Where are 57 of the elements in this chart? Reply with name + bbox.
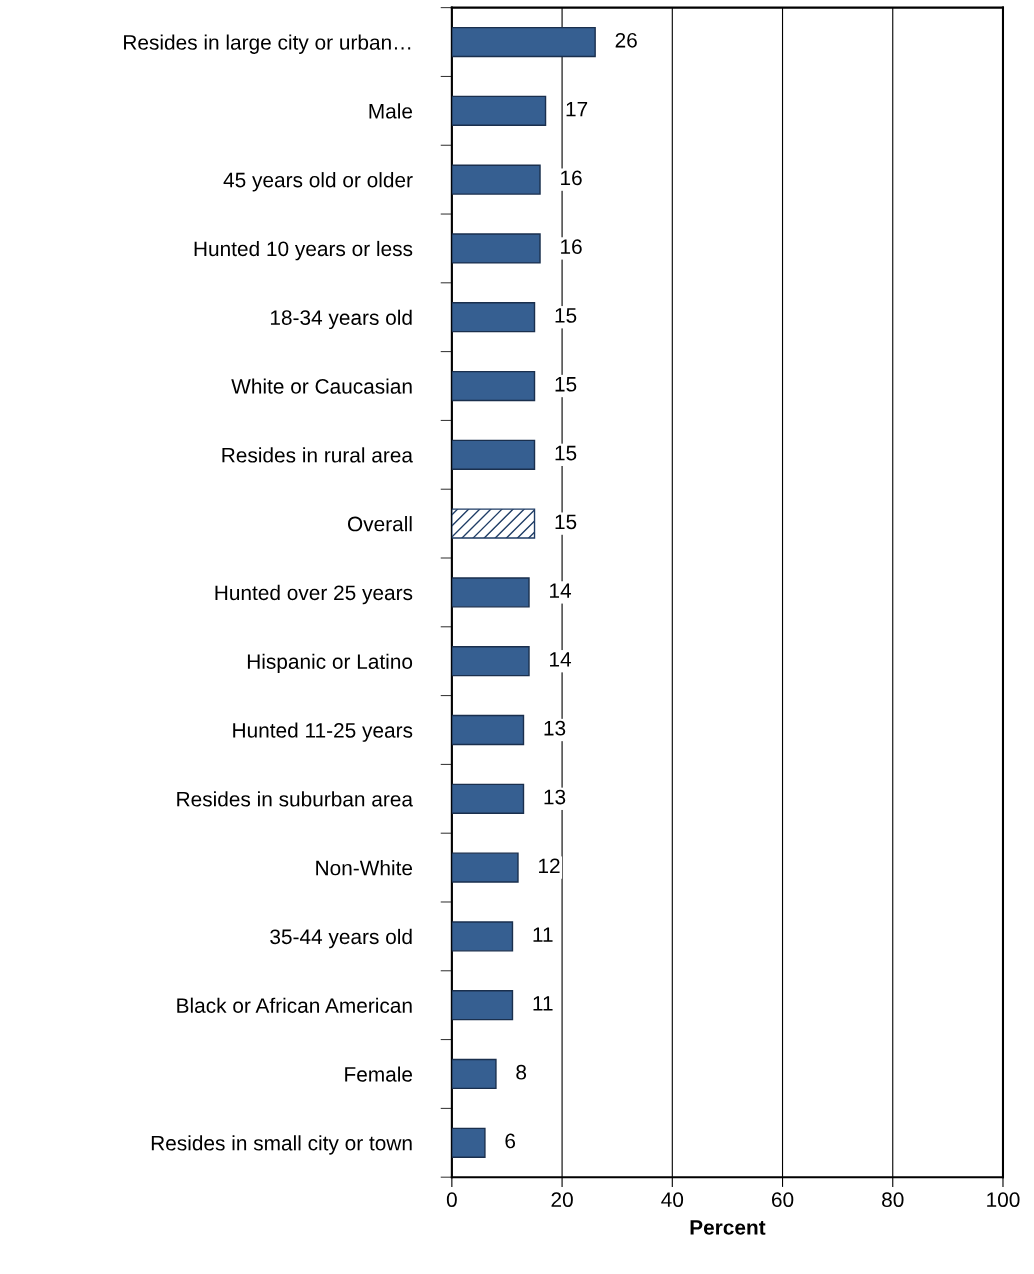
bar — [451, 164, 541, 195]
y-tick-label: Female — [345, 1066, 413, 1082]
data-label: 11 — [533, 996, 553, 1011]
data-label: 15 — [555, 445, 577, 461]
y-tick-label: 45 years old or older — [223, 172, 413, 192]
y-tick-label: Hunted over 25 years — [215, 584, 413, 605]
y-tick-label: 18-34 years old — [270, 309, 412, 330]
x-tick-label: 0 — [446, 1192, 457, 1208]
data-label: 8 — [516, 1064, 527, 1080]
y-tick-label: Overall — [347, 516, 412, 532]
data-label: 15 — [555, 308, 577, 323]
x-tick-label: 60 — [772, 1192, 794, 1208]
y-tick-label: Black or African American — [177, 997, 412, 1013]
bar — [451, 1058, 497, 1090]
y-tick-label: Hunted 11-25 years — [233, 722, 413, 742]
y-tick-label: Male — [369, 103, 413, 119]
x-tick-label: 20 — [551, 1192, 573, 1208]
y-tick-label: Hispanic or Latino — [247, 653, 413, 674]
data-label: 26 — [615, 32, 637, 48]
bar — [451, 577, 530, 608]
bar — [451, 439, 536, 470]
bar — [451, 783, 525, 814]
bar — [451, 714, 525, 746]
bar — [451, 95, 547, 126]
data-label: 11 — [533, 927, 553, 942]
bar — [451, 921, 514, 952]
data-label: 14 — [550, 652, 572, 667]
y-tick-label: Resides in small city or town — [151, 1135, 412, 1155]
x-tick-label: 40 — [661, 1192, 684, 1208]
bar — [451, 26, 596, 58]
y-tick-label: Non-White — [316, 860, 413, 876]
y-tick-label: 35-44 years old — [270, 928, 412, 949]
bar — [451, 990, 514, 1021]
bar — [451, 370, 536, 402]
data-label: 14 — [550, 583, 572, 598]
data-label: 13 — [544, 720, 566, 736]
y-tick-label: Resides in large city or urban… — [124, 34, 411, 54]
x-tick-label: 100 — [987, 1192, 1020, 1208]
data-label: 13 — [544, 789, 566, 805]
bar — [451, 646, 530, 677]
data-label: 17 — [566, 101, 588, 117]
data-label: 6 — [505, 1133, 516, 1149]
y-tick-label: Resides in suburban area — [177, 791, 413, 807]
bar — [451, 1127, 486, 1158]
x-tick-label: 80 — [882, 1192, 904, 1208]
data-label: 15 — [555, 514, 577, 530]
y-tick-label: Resides in rural area — [222, 447, 413, 463]
bar — [451, 852, 519, 883]
bar — [451, 233, 541, 264]
data-label: 15 — [555, 377, 577, 392]
data-label: 12 — [539, 858, 560, 873]
y-tick-label: White or Caucasian — [231, 378, 412, 394]
y-tick-label: Hunted 10 years or less — [194, 240, 413, 261]
bar — [451, 302, 536, 333]
x-axis-title: Percent — [690, 1220, 766, 1235]
data-label: 16 — [561, 170, 582, 186]
data-label: 16 — [561, 239, 582, 255]
